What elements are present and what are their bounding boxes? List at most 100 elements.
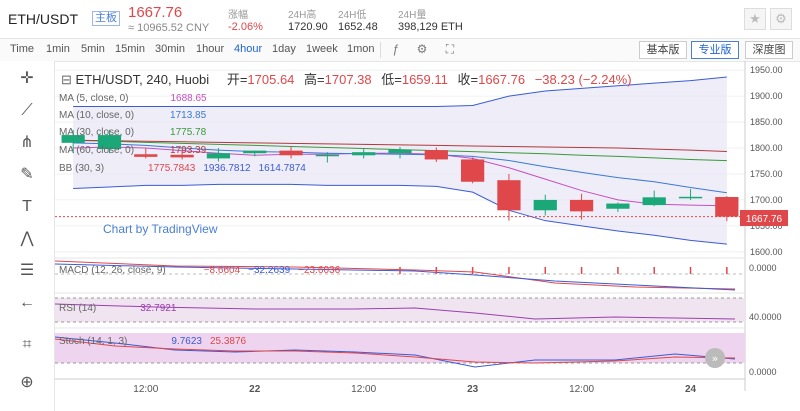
candle-body [279, 150, 303, 156]
change-label: 涨幅 [228, 10, 248, 21]
tf-5min[interactable]: 5min [81, 43, 105, 55]
position-icon[interactable]: ☰ [19, 262, 35, 279]
time-tick-label: 23 [467, 384, 479, 395]
high-label: 24H高 [288, 10, 317, 21]
candle-body [315, 154, 339, 157]
ma5-legend: MA (5, close, 0) 1688.65 [59, 93, 207, 104]
symbol-legend: ⊟ ETH/USDT, 240, Huobi 开=1705.64 高=1707.… [61, 72, 632, 87]
ma10-legend: MA (10, close, 0) 1713.85 [59, 110, 207, 121]
change-value: -2.06% [228, 21, 263, 33]
candle-body [461, 159, 485, 182]
rsi-legend: RSI (14) 32.7921 [59, 303, 177, 314]
double-chevron-icon: » [712, 352, 719, 365]
candle-body [533, 199, 557, 211]
candle-body [388, 149, 412, 154]
time-tick-label: 24 [685, 384, 697, 395]
candle-body [352, 152, 376, 156]
settings-icon[interactable]: ⚙ [770, 8, 792, 30]
price-tick-label: 1950.00 [750, 65, 783, 75]
market-header: ETH/USDT 主板 1667.76 ≈ 10965.52 CNY 涨幅 -2… [0, 0, 800, 38]
cny-price: ≈ 10965.52 CNY [128, 22, 210, 34]
tf-time[interactable]: Time [10, 43, 35, 55]
tf-1hour[interactable]: 1hour [196, 43, 225, 55]
tradingview-watermark: Chart by TradingView [103, 222, 218, 236]
tf-1day[interactable]: 1day [272, 43, 296, 55]
rsi-axis-label: 40.0000 [749, 312, 782, 322]
board-tag: 主板 [92, 11, 120, 26]
stoch-legend: Stoch (14, 1, 3) 9.7623 25.3876 [59, 336, 247, 347]
price-tick-label: 1800.00 [750, 143, 783, 153]
candle-body [424, 150, 448, 160]
candle-body [134, 154, 158, 157]
bb-legend: BB (30, 3) 1775.7843 1936.7812 1614.7874 [59, 163, 306, 174]
tf-1min[interactable]: 1min [46, 43, 70, 55]
trendline-icon[interactable]: ⟋ [21, 102, 33, 119]
series-line [73, 139, 727, 152]
price-tick-label: 1700.00 [750, 195, 783, 205]
stoch-axis-label: 0.0000 [749, 367, 777, 377]
candle-body [243, 150, 267, 154]
candle-body [569, 199, 594, 212]
price-tick-label: 1600.00 [750, 247, 783, 257]
candle-group [61, 129, 739, 222]
macd-legend: MACD (12, 26, close, 9) −8.6604 −32.2639 −2… [59, 265, 341, 276]
view-depth-button[interactable]: 深度图 [745, 41, 793, 59]
volume-label: 24H量 [398, 10, 427, 21]
pitchfork-icon[interactable]: ⋔ [20, 134, 34, 151]
ruler-icon[interactable]: ⌗ [22, 336, 32, 353]
last-price-tag: 1667.76 [746, 214, 783, 225]
legend: ⊟ ETH/USDT, 240, Huobi 开=1705.64 高=1707.… [59, 72, 632, 174]
tf-1week[interactable]: 1week [306, 43, 338, 55]
text-tool-icon[interactable]: T [22, 198, 32, 215]
low-value: 1652.48 [338, 21, 378, 33]
price-tick-label: 1850.00 [750, 117, 783, 127]
high-value: 1720.90 [288, 21, 328, 33]
price-tick-label: 1750.00 [750, 169, 783, 179]
pair-name[interactable]: ETH/USDT [8, 11, 78, 27]
back-arrow-icon[interactable]: ← [19, 294, 35, 311]
star-icon[interactable]: ★ [744, 8, 766, 30]
candle-body [678, 196, 703, 199]
view-basic-button[interactable]: 基本版 [639, 41, 687, 59]
price-chart[interactable]: 1950.00 1900.00 1850.00 1800.00 1750.00 1700.… [55, 61, 800, 411]
settings-gear-icon[interactable]: ⚙ [416, 42, 428, 56]
brush-icon[interactable]: ✎ [20, 166, 34, 183]
macd-pane: MACD (12, 26, close, 9) −8.6604 −32.2639 −2… [55, 257, 777, 291]
candle-body [170, 154, 194, 158]
candle-body [497, 180, 521, 211]
rsi-pane: RSI (14) 32.7921 40.0000 [55, 292, 782, 323]
toolbar-divider [380, 42, 381, 58]
candle-body [642, 197, 666, 206]
view-pro-button[interactable]: 专业版 [691, 41, 739, 59]
scroll-to-latest-button[interactable] [705, 348, 725, 368]
time-tick-label: 12:00 [351, 384, 376, 395]
last-price-marker [740, 210, 788, 226]
crosshair-icon[interactable]: ✛ [20, 70, 34, 87]
candle-body [61, 135, 85, 143]
zoom-in-icon[interactable]: ⊕ [20, 374, 34, 391]
candle-body [97, 135, 122, 150]
indicator-icon[interactable]: ƒ [392, 42, 400, 56]
time-tick-label: 12:00 [133, 384, 158, 395]
bollinger-band-fill [73, 77, 727, 245]
stoch-pane: Stoch (14, 1, 3) 9.7623 25.3876 0.0000 » [55, 327, 777, 377]
time-axis: 12:00 22 12:00 23 12:00 24 [55, 378, 745, 395]
price-tick-label: 1900.00 [750, 91, 783, 101]
time-tick-label: 12:00 [569, 384, 594, 395]
volume-value: 398,129 ETH [398, 21, 463, 33]
tf-1mon[interactable]: 1mon [347, 43, 375, 55]
drawing-toolbar: ✛ ⟋ ⋔ ✎ T ⋀ ☰ ← ⌗ ⊕ [0, 61, 55, 411]
series-line [73, 183, 727, 245]
tf-4hour[interactable]: 4hour [234, 43, 263, 55]
time-tick-label: 22 [249, 384, 261, 395]
ma60-legend: MA (60, close, 0) 1793.39 [59, 145, 207, 156]
candle-body [206, 153, 231, 159]
candle-body [715, 196, 739, 217]
tf-15min[interactable]: 15min [115, 43, 145, 55]
candle-body [606, 203, 630, 209]
pattern-icon[interactable]: ⋀ [20, 230, 34, 247]
tf-30min[interactable]: 30min [155, 43, 185, 55]
macd-histogram [399, 267, 728, 274]
fullscreen-icon[interactable]: ⛶ [445, 42, 455, 56]
macd-axis-label: 0.0000 [749, 263, 777, 273]
